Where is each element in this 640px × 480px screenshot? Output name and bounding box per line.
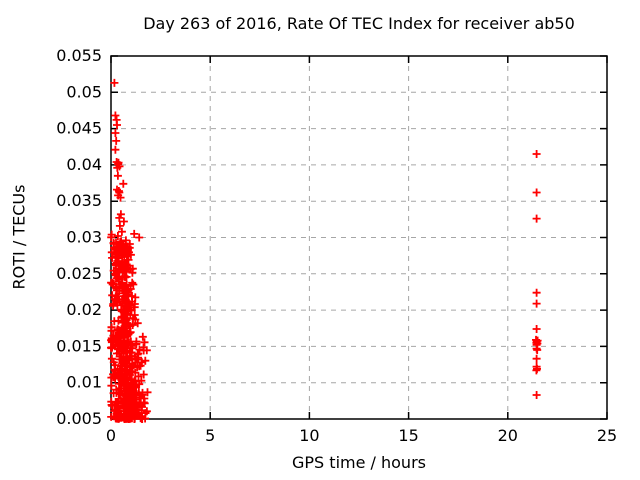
y-tick-label: 0.035 (56, 191, 102, 210)
y-tick-label: 0.055 (56, 46, 102, 65)
x-tick-label: 25 (597, 426, 617, 445)
grid-lines (111, 56, 607, 419)
x-axis-label: GPS time / hours (292, 453, 426, 472)
y-tick-label: 0.05 (66, 82, 102, 101)
y-tick-label: 0.015 (56, 336, 102, 355)
chart-title: Day 263 of 2016, Rate Of TEC Index for r… (143, 14, 575, 33)
x-tick-label: 0 (106, 426, 116, 445)
y-tick-label: 0.04 (66, 155, 102, 174)
y-tick-label: 0.045 (56, 119, 102, 138)
x-tick-label: 20 (498, 426, 518, 445)
y-tick-label: 0.005 (56, 409, 102, 428)
y-tick-label: 0.03 (66, 228, 102, 247)
x-tick-label: 15 (398, 426, 418, 445)
x-tick-label: 10 (299, 426, 319, 445)
y-tick-label: 0.01 (66, 373, 102, 392)
data-points-roti (107, 78, 542, 423)
x-tick-label: 5 (205, 426, 215, 445)
y-tick-label: 0.025 (56, 264, 102, 283)
y-tick-label: 0.02 (66, 300, 102, 319)
